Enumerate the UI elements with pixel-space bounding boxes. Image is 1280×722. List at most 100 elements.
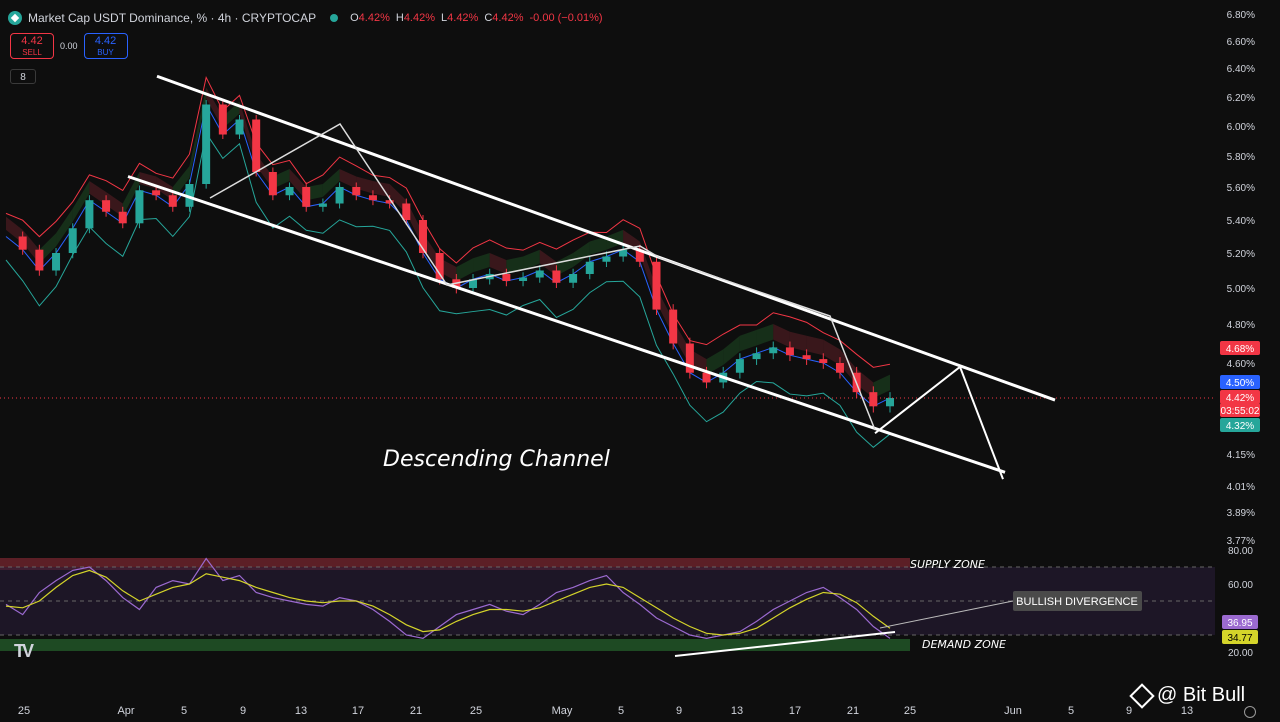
ohlc-value: 4.42% [358,12,390,24]
cloud-segment [723,335,740,365]
collapse-label: 8 [20,72,26,83]
descending-channel-label: Descending Channel [383,447,610,472]
supply-zone-label: SUPPLY ZONE [910,558,985,571]
candle-body [385,200,394,204]
buy-button[interactable]: 4.42 BUY [83,33,128,59]
candle-body [268,172,277,196]
time-tick-label: 9 [240,705,246,717]
cloud-segment [573,241,590,267]
rsi-value-box [1222,630,1258,644]
price-tick-label: 4.60% [1227,359,1255,370]
ohlc-value: -0.00 (−0.01%) [529,12,603,24]
price-tick-label: 4.01% [1227,482,1255,493]
price-tick-label: 6.40% [1227,64,1255,75]
candle-body [535,270,544,278]
buy-label: BUY [97,48,114,57]
time-tick-label: 9 [1126,705,1132,717]
ohlc-item: -0.00 (−0.01%) [530,12,603,24]
candle-body [502,274,511,281]
spread-value: 0.00 [60,41,78,51]
cloud-segment [439,258,457,281]
rsi-ma-line [5,569,891,636]
time-tick-label: 13 [731,705,743,717]
candle-body [368,195,377,201]
time-tick-label: 25 [18,705,30,717]
bb-lower-line [5,131,891,448]
candle-body [886,398,894,407]
price-tick-label: 4.80% [1227,320,1255,331]
candle-body [652,261,661,310]
market-status-icon [330,14,339,22]
settings-gear-icon[interactable] [1244,706,1256,718]
candle-body [252,119,261,172]
rsi-value-text: 36.95 [1227,618,1252,629]
cloud-segment [6,216,23,244]
bb-upper-line [5,75,891,368]
candle-body [152,190,161,196]
candle-body [702,372,711,383]
cloud-segment [556,253,574,276]
cloud-segment [689,349,707,375]
cloud-segment [206,87,223,129]
chart-header: Market Cap USDT Dominance, % · 4h · CRYP… [8,8,603,28]
price-label-box [1220,403,1260,417]
time-tick-label: Apr [117,705,134,717]
cloud-segment [789,331,807,352]
cloud-segment [873,374,890,398]
symbol-title[interactable]: Market Cap USDT Dominance, % · 4h · CRYP… [28,11,317,25]
cloud-segment [289,169,307,201]
candle-body [569,274,578,283]
binance-icon [1129,682,1155,709]
time-tick-label: Jun [1004,705,1022,717]
rsi-tick-label: 20.00 [1228,648,1253,659]
price-tick-label: 6.00% [1227,122,1255,133]
cloud-segment [272,169,290,189]
candle-body [435,253,444,280]
time-tick-label: 17 [352,705,364,717]
cloud-segment [523,249,540,271]
time-tick-label: 5 [181,705,187,717]
channel-lower-line [127,175,1006,474]
cloud-segment [456,258,474,281]
time-tick-label: 5 [618,705,624,717]
ohlc-values: O4.42% H4.42% L4.42% C4.42% -0.00 (−0.01%) [350,12,602,24]
cloud-segment [806,335,824,356]
rsi-value-box [1222,615,1258,629]
ohlc-item: L4.42% [441,12,478,24]
price-tick-label: 3.77% [1227,536,1255,547]
time-tick-label: 13 [1181,705,1193,717]
candle-body [35,249,44,271]
rsi-tick-label: 80.00 [1228,546,1253,557]
indicator-collapse-button[interactable]: 8 [10,69,36,84]
candle-body [602,256,611,262]
cloud-segment [506,256,524,274]
rsi-pane: SUPPLY ZONE DEMAND ZONE BULLISH DIVERGENCE… [0,546,1258,659]
time-tick-label: May [552,705,573,717]
candle-body [819,359,828,363]
candle-body [585,261,594,274]
cloud-segment [856,368,874,398]
cloud-segment [39,233,57,264]
ohlc-key: L [441,12,448,24]
price-label-text: 4.50% [1226,378,1254,389]
price-label-text: 4.68% [1226,344,1254,355]
sell-button[interactable]: 4.42 SELL [10,33,54,59]
tradingview-logo-icon[interactable]: TV [14,641,34,661]
cloud-segment [256,154,273,189]
cloud-segment [89,181,107,206]
time-tick-label: 21 [410,705,422,717]
cloud-segment [72,181,90,222]
time-tick-label: 25 [470,705,482,717]
candle-body [235,119,244,135]
ohlc-key: H [395,12,404,24]
candle-body [869,392,878,407]
price-label-text: 4.32% [1226,421,1254,432]
cloud-segment [322,169,340,197]
price-tick-label: 6.20% [1227,93,1255,104]
cloud-segment [406,200,423,247]
rsi-value-text: 34.77 [1227,633,1252,644]
rsi-line [5,557,891,640]
time-tick-label: 25 [904,705,916,717]
ohlc-value: 4.42% [492,12,524,24]
